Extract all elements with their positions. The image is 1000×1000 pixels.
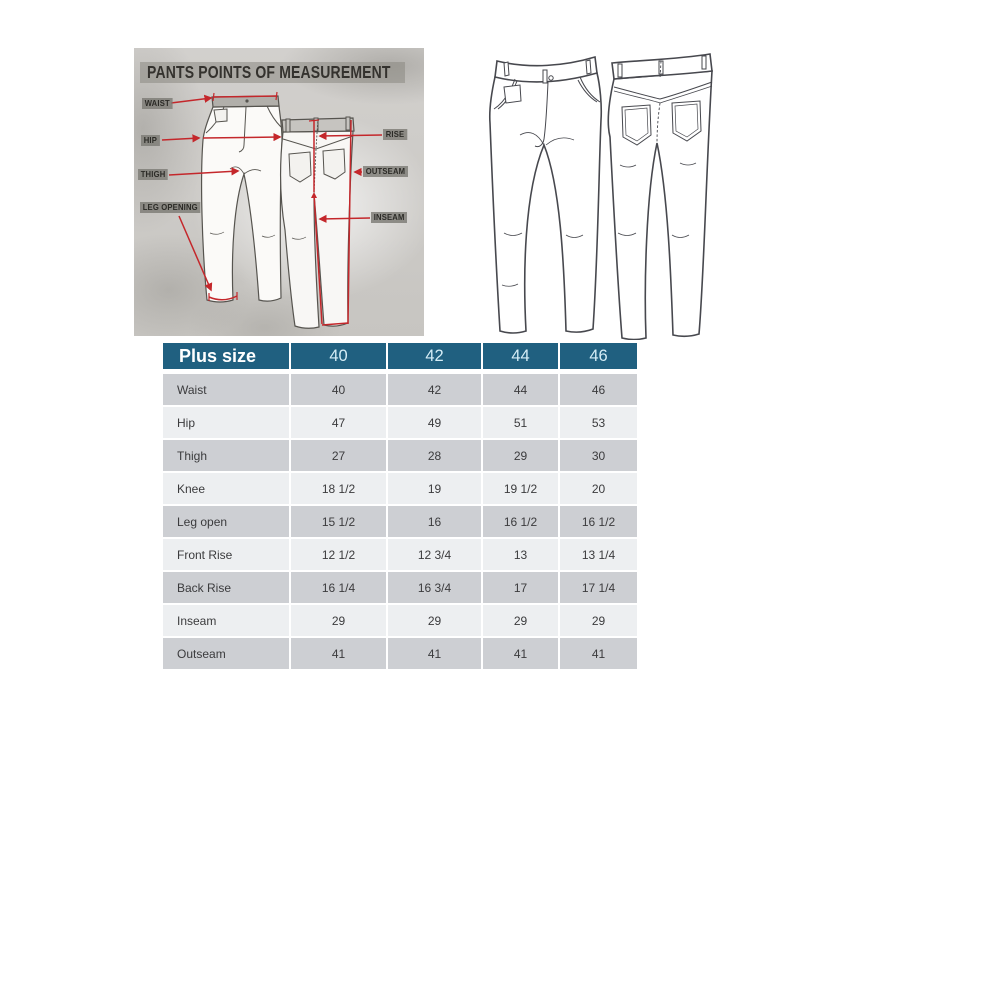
size-value: 29: [483, 440, 560, 471]
size-value: 12 1/2: [291, 539, 388, 570]
size-value: 41: [291, 638, 388, 669]
size-value: 27: [291, 440, 388, 471]
size-value: 13: [483, 539, 560, 570]
front-pants-sketch: [200, 95, 283, 303]
plus-size-table: Plus size 40 42 44 46 Waist 40 42 44 46 …: [163, 343, 637, 671]
size-value: 19 1/2: [483, 473, 560, 504]
back-pants-sketch: [279, 116, 355, 329]
size-value: 30: [560, 440, 637, 471]
size-value: 44: [483, 374, 560, 405]
size-value: 15 1/2: [291, 506, 388, 537]
size-value: 12 3/4: [388, 539, 483, 570]
size-col-header-46: 46: [560, 343, 637, 369]
size-value: 51: [483, 407, 560, 438]
size-value: 40: [291, 374, 388, 405]
diagram-title-band: PANTS POINTS OF MEASUREMENT: [140, 62, 405, 83]
size-value: 29: [483, 605, 560, 636]
size-value: 17 1/4: [560, 572, 637, 603]
size-value: 17: [483, 572, 560, 603]
size-value: 46: [560, 374, 637, 405]
table-row-inseam: Inseam 29 29 29 29: [163, 605, 637, 638]
row-label: Hip: [163, 407, 291, 438]
row-label: Outseam: [163, 638, 291, 669]
size-value: 47: [291, 407, 388, 438]
jeans-back-view-drawing: [607, 53, 713, 340]
size-value: 19: [388, 473, 483, 504]
size-value: 41: [388, 638, 483, 669]
measurement-diagram-panel: PANTS POINTS OF MEASUREMENT WAIST HIP TH…: [134, 48, 424, 336]
row-label: Inseam: [163, 605, 291, 636]
outseam-label-badge: OUTSEAM: [363, 166, 408, 177]
size-value: 20: [560, 473, 637, 504]
size-value: 16 3/4: [388, 572, 483, 603]
size-col-header-40: 40: [291, 343, 388, 369]
row-label: Waist: [163, 374, 291, 405]
size-value: 29: [388, 605, 483, 636]
size-value: 29: [291, 605, 388, 636]
size-value: 42: [388, 374, 483, 405]
size-value: 41: [560, 638, 637, 669]
measurement-lines: [161, 91, 383, 326]
jeans-front-view-drawing: [488, 55, 603, 334]
table-row-leg-open: Leg open 15 1/2 16 16 1/2 16 1/2: [163, 506, 637, 539]
table-row-knee: Knee 18 1/2 19 19 1/2 20: [163, 473, 637, 506]
leg-opening-label-badge: LEG OPENING: [140, 202, 201, 213]
size-col-header-44: 44: [483, 343, 560, 369]
size-value: 16 1/2: [560, 506, 637, 537]
size-value: 28: [388, 440, 483, 471]
size-chart-body: Waist 40 42 44 46 Hip 47 49 51 53 Thigh …: [163, 374, 637, 671]
size-value: 18 1/2: [291, 473, 388, 504]
inseam-label-badge: INSEAM: [371, 212, 408, 223]
size-chart-header-row: Plus size 40 42 44 46: [163, 343, 637, 369]
size-value: 41: [483, 638, 560, 669]
row-label: Front Rise: [163, 539, 291, 570]
thigh-label-badge: THIGH: [138, 169, 169, 180]
size-chart-title-cell: Plus size: [163, 343, 291, 369]
table-row-outseam: Outseam 41 41 41 41: [163, 638, 637, 671]
size-value: 16: [388, 506, 483, 537]
measurement-figure: [161, 91, 383, 329]
row-label: Thigh: [163, 440, 291, 471]
row-label: Leg open: [163, 506, 291, 537]
size-value: 16 1/2: [483, 506, 560, 537]
row-label: Back Rise: [163, 572, 291, 603]
rise-label-badge: RISE: [383, 129, 407, 140]
size-col-header-42: 42: [388, 343, 483, 369]
table-row-waist: Waist 40 42 44 46: [163, 374, 637, 407]
hip-label-badge: HIP: [141, 135, 160, 146]
table-row-hip: Hip 47 49 51 53: [163, 407, 637, 440]
size-value: 29: [560, 605, 637, 636]
size-value: 49: [388, 407, 483, 438]
size-value: 16 1/4: [291, 572, 388, 603]
table-row-back-rise: Back Rise 16 1/4 16 3/4 17 17 1/4: [163, 572, 637, 605]
size-value: 53: [560, 407, 637, 438]
jeans-flat-sketch: [488, 53, 713, 340]
row-label: Knee: [163, 473, 291, 504]
diagram-title: PANTS POINTS OF MEASUREMENT: [147, 62, 391, 82]
waist-label-badge: WAIST: [142, 98, 173, 109]
table-row-front-rise: Front Rise 12 1/2 12 3/4 13 13 1/4: [163, 539, 637, 572]
table-row-thigh: Thigh 27 28 29 30: [163, 440, 637, 473]
size-value: 13 1/4: [560, 539, 637, 570]
